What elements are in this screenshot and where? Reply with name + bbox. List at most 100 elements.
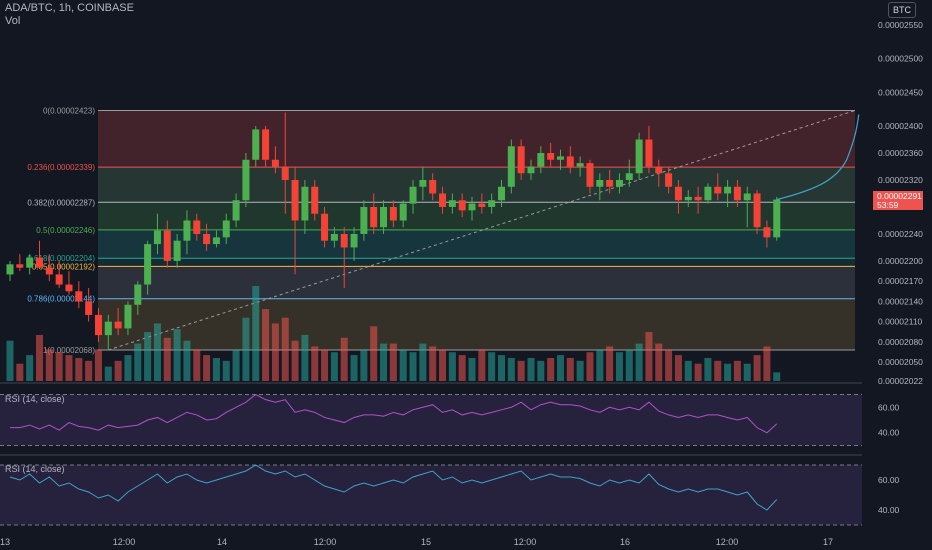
candle-body[interactable] bbox=[291, 179, 299, 221]
candle-body[interactable] bbox=[144, 244, 152, 285]
candle-body[interactable] bbox=[380, 206, 388, 228]
candle-body[interactable] bbox=[478, 203, 486, 207]
candle-body[interactable] bbox=[743, 193, 751, 201]
candle-body[interactable] bbox=[183, 220, 191, 241]
fib-level-label: 0.618(0.00002204) bbox=[27, 254, 95, 263]
candle-body[interactable] bbox=[576, 163, 584, 167]
candle-body[interactable] bbox=[419, 179, 427, 187]
candle-body[interactable] bbox=[350, 233, 358, 248]
fib-trend-line[interactable] bbox=[108, 110, 856, 351]
candle-body[interactable] bbox=[94, 314, 102, 336]
candle-body[interactable] bbox=[753, 193, 761, 228]
candle-body[interactable] bbox=[134, 284, 142, 305]
candle-body[interactable] bbox=[153, 230, 161, 245]
last-price-value: 0.00002291 bbox=[877, 191, 922, 201]
time-tick-label: 14 bbox=[217, 537, 227, 547]
candle-body[interactable] bbox=[65, 284, 73, 292]
candle-body[interactable] bbox=[773, 199, 781, 238]
candle-body[interactable] bbox=[75, 291, 83, 302]
candle-body[interactable] bbox=[271, 159, 279, 167]
volume-bar bbox=[458, 355, 466, 381]
candle-body[interactable] bbox=[399, 203, 407, 221]
candle-body[interactable] bbox=[468, 203, 476, 211]
candle-body[interactable] bbox=[173, 240, 181, 261]
candle-body[interactable] bbox=[45, 267, 53, 275]
candle-body[interactable] bbox=[439, 193, 447, 207]
candle-body[interactable] bbox=[714, 186, 722, 194]
candle-body[interactable] bbox=[370, 206, 378, 228]
candle-body[interactable] bbox=[409, 186, 417, 204]
candle-body[interactable] bbox=[566, 156, 574, 167]
volume-bar bbox=[16, 363, 24, 381]
candle-body[interactable] bbox=[330, 233, 338, 241]
candle-body[interactable] bbox=[252, 129, 260, 160]
price-axis[interactable]: 0.00002550 0.00002500 0.00002450 0.00002400… bbox=[862, 0, 932, 550]
candle-body[interactable] bbox=[704, 186, 712, 201]
candle-body[interactable] bbox=[527, 166, 535, 174]
candle-body[interactable] bbox=[104, 321, 112, 336]
candle-body[interactable] bbox=[389, 206, 397, 221]
volume-bar bbox=[488, 352, 496, 381]
volume-bar bbox=[134, 343, 142, 381]
candle-body[interactable] bbox=[114, 321, 122, 329]
candle-body[interactable] bbox=[35, 257, 43, 268]
volume-bar bbox=[419, 343, 427, 381]
candle-body[interactable] bbox=[26, 257, 34, 268]
candle-body[interactable] bbox=[488, 200, 496, 207]
candle-body[interactable] bbox=[16, 264, 24, 268]
candle-body[interactable] bbox=[606, 179, 614, 187]
candle-body[interactable] bbox=[507, 146, 515, 187]
candle-body[interactable] bbox=[163, 230, 171, 261]
candle-body[interactable] bbox=[724, 186, 732, 194]
candle-body[interactable] bbox=[596, 179, 604, 187]
candle-body[interactable] bbox=[684, 196, 692, 201]
volume-bar bbox=[65, 355, 73, 381]
candle-body[interactable] bbox=[321, 213, 329, 241]
candle-body[interactable] bbox=[281, 166, 289, 180]
candle-body[interactable] bbox=[674, 186, 682, 201]
candle-body[interactable] bbox=[448, 200, 456, 207]
candle-body[interactable] bbox=[586, 163, 594, 187]
fib-level-label: 1(0.00002068) bbox=[43, 346, 95, 355]
candle-body[interactable] bbox=[222, 220, 230, 238]
candle-body[interactable] bbox=[301, 186, 309, 221]
candle-body[interactable] bbox=[625, 173, 633, 180]
projection-curve bbox=[776, 114, 860, 201]
rsi-tick-label: 60.00 bbox=[878, 402, 900, 412]
candle-body[interactable] bbox=[212, 237, 220, 245]
candle-body[interactable] bbox=[635, 139, 643, 174]
currency-badge[interactable]: BTC bbox=[888, 2, 916, 18]
candle-body[interactable] bbox=[517, 146, 525, 174]
candle-body[interactable] bbox=[360, 206, 368, 234]
rsi-title: RSI (14, close) bbox=[5, 394, 65, 404]
candle-body[interactable] bbox=[547, 153, 555, 160]
candle-body[interactable] bbox=[537, 153, 545, 167]
candle-body[interactable] bbox=[124, 304, 132, 329]
candle-body[interactable] bbox=[615, 179, 623, 187]
candle-body[interactable] bbox=[242, 159, 250, 201]
time-axis[interactable]: 13 12:00 14 12:00 15 12:00 16 12:00 17 bbox=[0, 537, 833, 547]
candle-body[interactable] bbox=[694, 196, 702, 201]
volume-bar bbox=[684, 360, 692, 381]
candle-body[interactable] bbox=[6, 264, 14, 275]
candle-body[interactable] bbox=[340, 233, 348, 248]
candle-body[interactable] bbox=[262, 129, 270, 160]
candle-body[interactable] bbox=[733, 186, 741, 201]
candle-body[interactable] bbox=[645, 139, 653, 167]
candle-body[interactable] bbox=[429, 179, 437, 194]
candle-body[interactable] bbox=[55, 274, 63, 285]
candle-body[interactable] bbox=[655, 166, 663, 174]
candle-body[interactable] bbox=[203, 233, 211, 245]
candle-body[interactable] bbox=[458, 200, 466, 211]
candle-body[interactable] bbox=[498, 186, 505, 201]
candle-body[interactable] bbox=[665, 173, 673, 187]
candle-body[interactable] bbox=[311, 186, 319, 214]
candle-body[interactable] bbox=[193, 220, 201, 234]
candle-body[interactable] bbox=[232, 200, 240, 221]
volume-bar bbox=[163, 337, 171, 381]
candle-body[interactable] bbox=[85, 301, 93, 315]
candle-body[interactable] bbox=[763, 227, 771, 238]
volume-bar bbox=[360, 349, 368, 381]
candle-body[interactable] bbox=[556, 156, 564, 160]
